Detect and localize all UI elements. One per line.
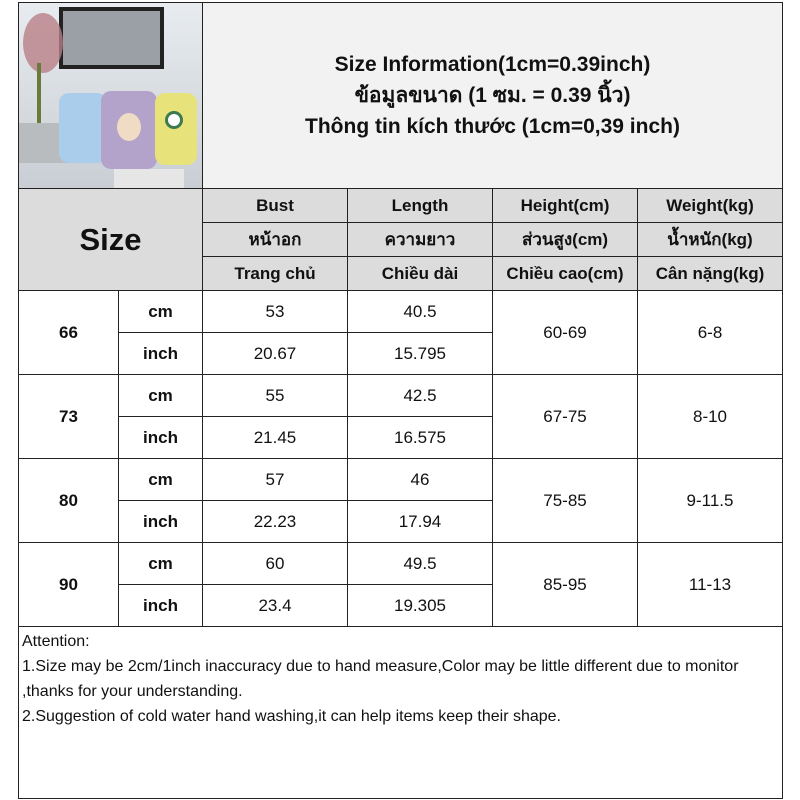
unit-inch-label: inch [118, 584, 203, 627]
weight-range: 11-13 [637, 542, 783, 627]
bust-inch: 22.23 [202, 500, 348, 543]
size-value: 73 [18, 374, 119, 459]
title-english: Size Information(1cm=0.39inch) [334, 53, 651, 76]
unit-cm-label: cm [118, 290, 203, 333]
weight-range: 9-11.5 [637, 458, 783, 543]
size-value: 66 [18, 290, 119, 375]
title-thai: ข้อมูลขนาด (1 ซม. = 0.39 นิ้ว) [354, 84, 631, 107]
length-inch: 16.575 [347, 416, 493, 459]
column-header-vi: Cân nặng(kg) [637, 256, 783, 291]
height-range: 75-85 [492, 458, 638, 543]
unit-cm-label: cm [118, 458, 203, 501]
column-header-th: ส่วนสูง(cm) [492, 222, 638, 257]
column-header-en: Weight(kg) [637, 188, 783, 223]
size-value: 80 [18, 458, 119, 543]
column-header-th: น้ำหนัก(kg) [637, 222, 783, 257]
column-header-en: Length [347, 188, 493, 223]
column-header-en: Height(cm) [492, 188, 638, 223]
title-vietnamese: Thông tin kích thước (1cm=0,39 inch) [305, 115, 680, 138]
column-header-vi: Chiều cao(cm) [492, 256, 638, 291]
unit-inch-label: inch [118, 500, 203, 543]
bust-cm: 53 [202, 290, 348, 333]
length-cm: 42.5 [347, 374, 493, 417]
length-inch: 17.94 [347, 500, 493, 543]
bust-cm: 57 [202, 458, 348, 501]
weight-range: 8-10 [637, 374, 783, 459]
bust-cm: 55 [202, 374, 348, 417]
length-cm: 46 [347, 458, 493, 501]
bust-inch: 21.45 [202, 416, 348, 459]
attention-note-1: 1.Size may be 2cm/1inch inaccuracy due t… [22, 658, 739, 700]
length-inch: 19.305 [347, 584, 493, 627]
unit-cm-label: cm [118, 374, 203, 417]
unit-inch-label: inch [118, 332, 203, 375]
column-header-th: หน้าอก [202, 222, 348, 257]
bust-inch: 20.67 [202, 332, 348, 375]
length-cm: 49.5 [347, 542, 493, 585]
product-photo [18, 2, 203, 189]
bust-cm: 60 [202, 542, 348, 585]
size-header: Size [18, 188, 203, 291]
size-info-title: Size Information(1cm=0.39inch) ข้อมูลขนา… [202, 2, 783, 189]
column-header-vi: Chiều dài [347, 256, 493, 291]
height-range: 60-69 [492, 290, 638, 375]
length-cm: 40.5 [347, 290, 493, 333]
attention-notes: Attention: 1.Size may be 2cm/1inch inacc… [18, 626, 783, 799]
attention-heading: Attention: [22, 633, 90, 650]
column-header-th: ความยาว [347, 222, 493, 257]
attention-note-2: 2.Suggestion of cold water hand washing,… [22, 708, 561, 725]
unit-inch-label: inch [118, 416, 203, 459]
height-range: 85-95 [492, 542, 638, 627]
weight-range: 6-8 [637, 290, 783, 375]
unit-cm-label: cm [118, 542, 203, 585]
column-header-vi: Trang chủ [202, 256, 348, 291]
length-inch: 15.795 [347, 332, 493, 375]
height-range: 67-75 [492, 374, 638, 459]
size-value: 90 [18, 542, 119, 627]
bust-inch: 23.4 [202, 584, 348, 627]
column-header-en: Bust [202, 188, 348, 223]
